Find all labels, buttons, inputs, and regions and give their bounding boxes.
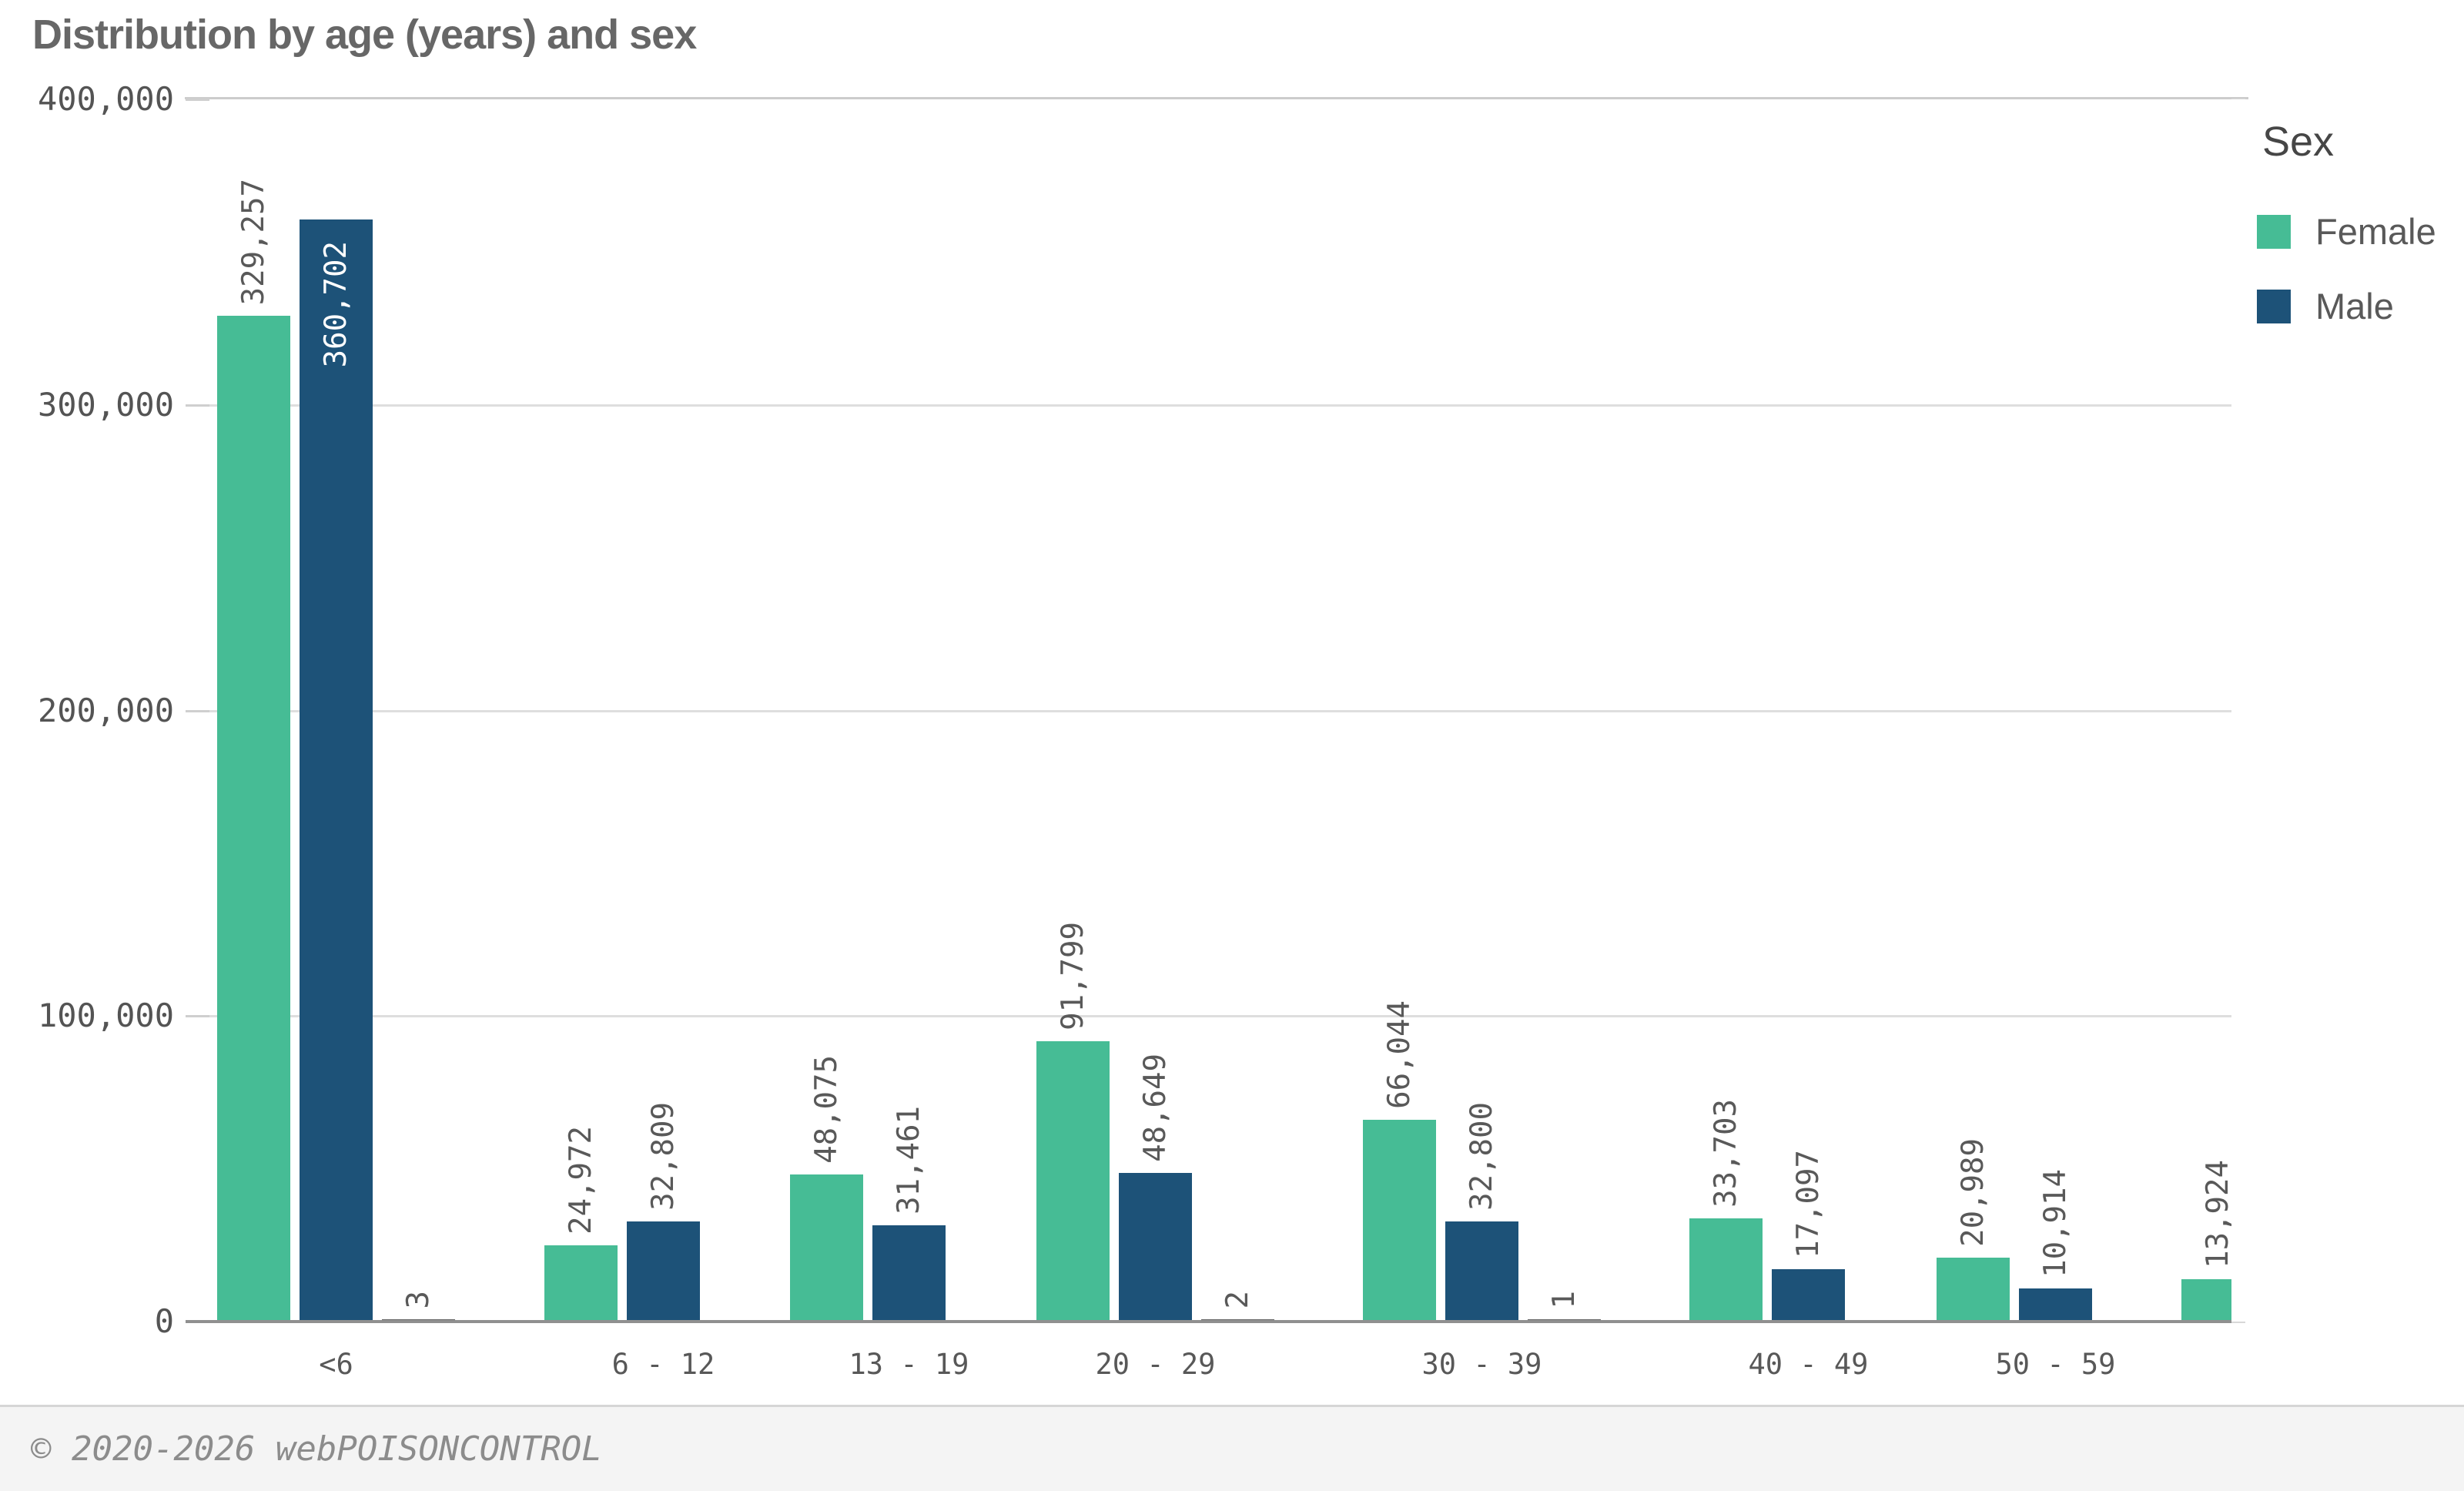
bar-female-7[interactable] <box>2181 1279 2231 1322</box>
y-tick-mark <box>186 709 209 712</box>
bar-value-label-text: 13,924 <box>2201 1160 2231 1268</box>
bar-value-label-text: 2 <box>1220 1290 1255 1308</box>
gridline <box>208 709 2231 712</box>
x-category-label: 20 - 29 <box>1095 1348 1216 1381</box>
legend-title: Sex <box>2262 119 2335 165</box>
y-tick-mark-right <box>2231 1321 2245 1323</box>
bar-value-label-text: 10,914 <box>2038 1169 2073 1278</box>
bar-value-label-text: 48,075 <box>809 1055 844 1164</box>
bar-value-label-text: 1 <box>1547 1290 1582 1308</box>
y-tick-mark <box>186 99 209 101</box>
bar-male-6[interactable] <box>2019 1288 2092 1322</box>
x-category-label: 6 - 12 <box>611 1348 715 1381</box>
legend-item-male[interactable]: Male <box>2257 285 2394 327</box>
bar-value-label-text: 329,257 <box>236 178 271 305</box>
bar-value-label-text: 31,461 <box>892 1106 926 1215</box>
x-category-label: 30 - 39 <box>1421 1348 1542 1381</box>
copyright-text: © 2020-2026 webPOISONCONTROL <box>31 1429 602 1469</box>
bar-male-2[interactable] <box>872 1225 946 1322</box>
bar-value-label-text: 32,809 <box>646 1102 681 1211</box>
y-tick-label: 400,000 <box>37 80 174 118</box>
x-category-label: 50 - 59 <box>1995 1348 2116 1381</box>
chart-plot-area: 329,257 24,972 48,075 91,799 66,044 33,703 20,… <box>208 99 2231 1322</box>
legend-swatch-female <box>2257 214 2291 249</box>
bar-male-4[interactable] <box>1445 1221 1518 1322</box>
bar-female-0[interactable] <box>217 316 290 1322</box>
bar-female-3[interactable] <box>1036 1041 1110 1322</box>
page-title: Distribution by age (years) and sex <box>32 12 697 58</box>
legend-panel: Sex Female Male <box>2231 99 2462 1322</box>
bar-value-label-text: 91,799 <box>1056 922 1090 1030</box>
bar-value-label-text: 20,989 <box>1956 1138 1990 1247</box>
bar-male-0[interactable] <box>300 219 373 1322</box>
bar-value-label-text: 3 <box>401 1290 436 1308</box>
bar-value-label-text: 24,972 <box>564 1126 598 1235</box>
bar-female-4[interactable] <box>1363 1120 1436 1322</box>
y-tick-mark <box>186 404 209 407</box>
x-category-label: 40 - 49 <box>1748 1348 1869 1381</box>
bar-value-label-text: 66,044 <box>1382 1000 1417 1109</box>
bar-male-3[interactable] <box>1119 1173 1192 1322</box>
bar-value-label-text: 32,800 <box>1465 1102 1499 1211</box>
legend-item-label: Male <box>2315 286 2394 327</box>
bar-male-5[interactable] <box>1772 1269 1845 1322</box>
bar-female-6[interactable] <box>1937 1258 2010 1322</box>
bar-male-1[interactable] <box>627 1221 700 1322</box>
legend-item-label: Female <box>2315 211 2436 252</box>
y-tick-mark <box>186 1015 209 1018</box>
footer: © 2020-2026 webPOISONCONTROL <box>0 1405 2464 1491</box>
bar-value-label-text: 360,702 <box>319 241 353 368</box>
gridline <box>208 1015 2231 1018</box>
x-category-label: 13 - 19 <box>849 1348 969 1381</box>
legend-swatch-male <box>2257 289 2291 323</box>
bar-female-1[interactable] <box>544 1245 618 1322</box>
y-tick-label: 100,000 <box>37 997 174 1035</box>
plot-top-border <box>185 97 2248 99</box>
bar-value-label-text: 17,097 <box>1791 1150 1826 1258</box>
gridline <box>208 404 2231 407</box>
y-tick-label: 0 <box>154 1302 174 1340</box>
legend-item-female[interactable]: Female <box>2257 210 2436 253</box>
bar-female-2[interactable] <box>790 1174 863 1322</box>
x-category-label: <6 <box>319 1348 353 1381</box>
y-tick-label: 300,000 <box>37 385 174 424</box>
bar-value-label-text: 33,703 <box>1709 1099 1743 1208</box>
y-tick-label: 200,000 <box>37 691 174 729</box>
bar-value-label-text: 48,649 <box>1138 1054 1173 1162</box>
bar-female-5[interactable] <box>1689 1218 1763 1322</box>
x-axis-line <box>186 1320 2231 1323</box>
